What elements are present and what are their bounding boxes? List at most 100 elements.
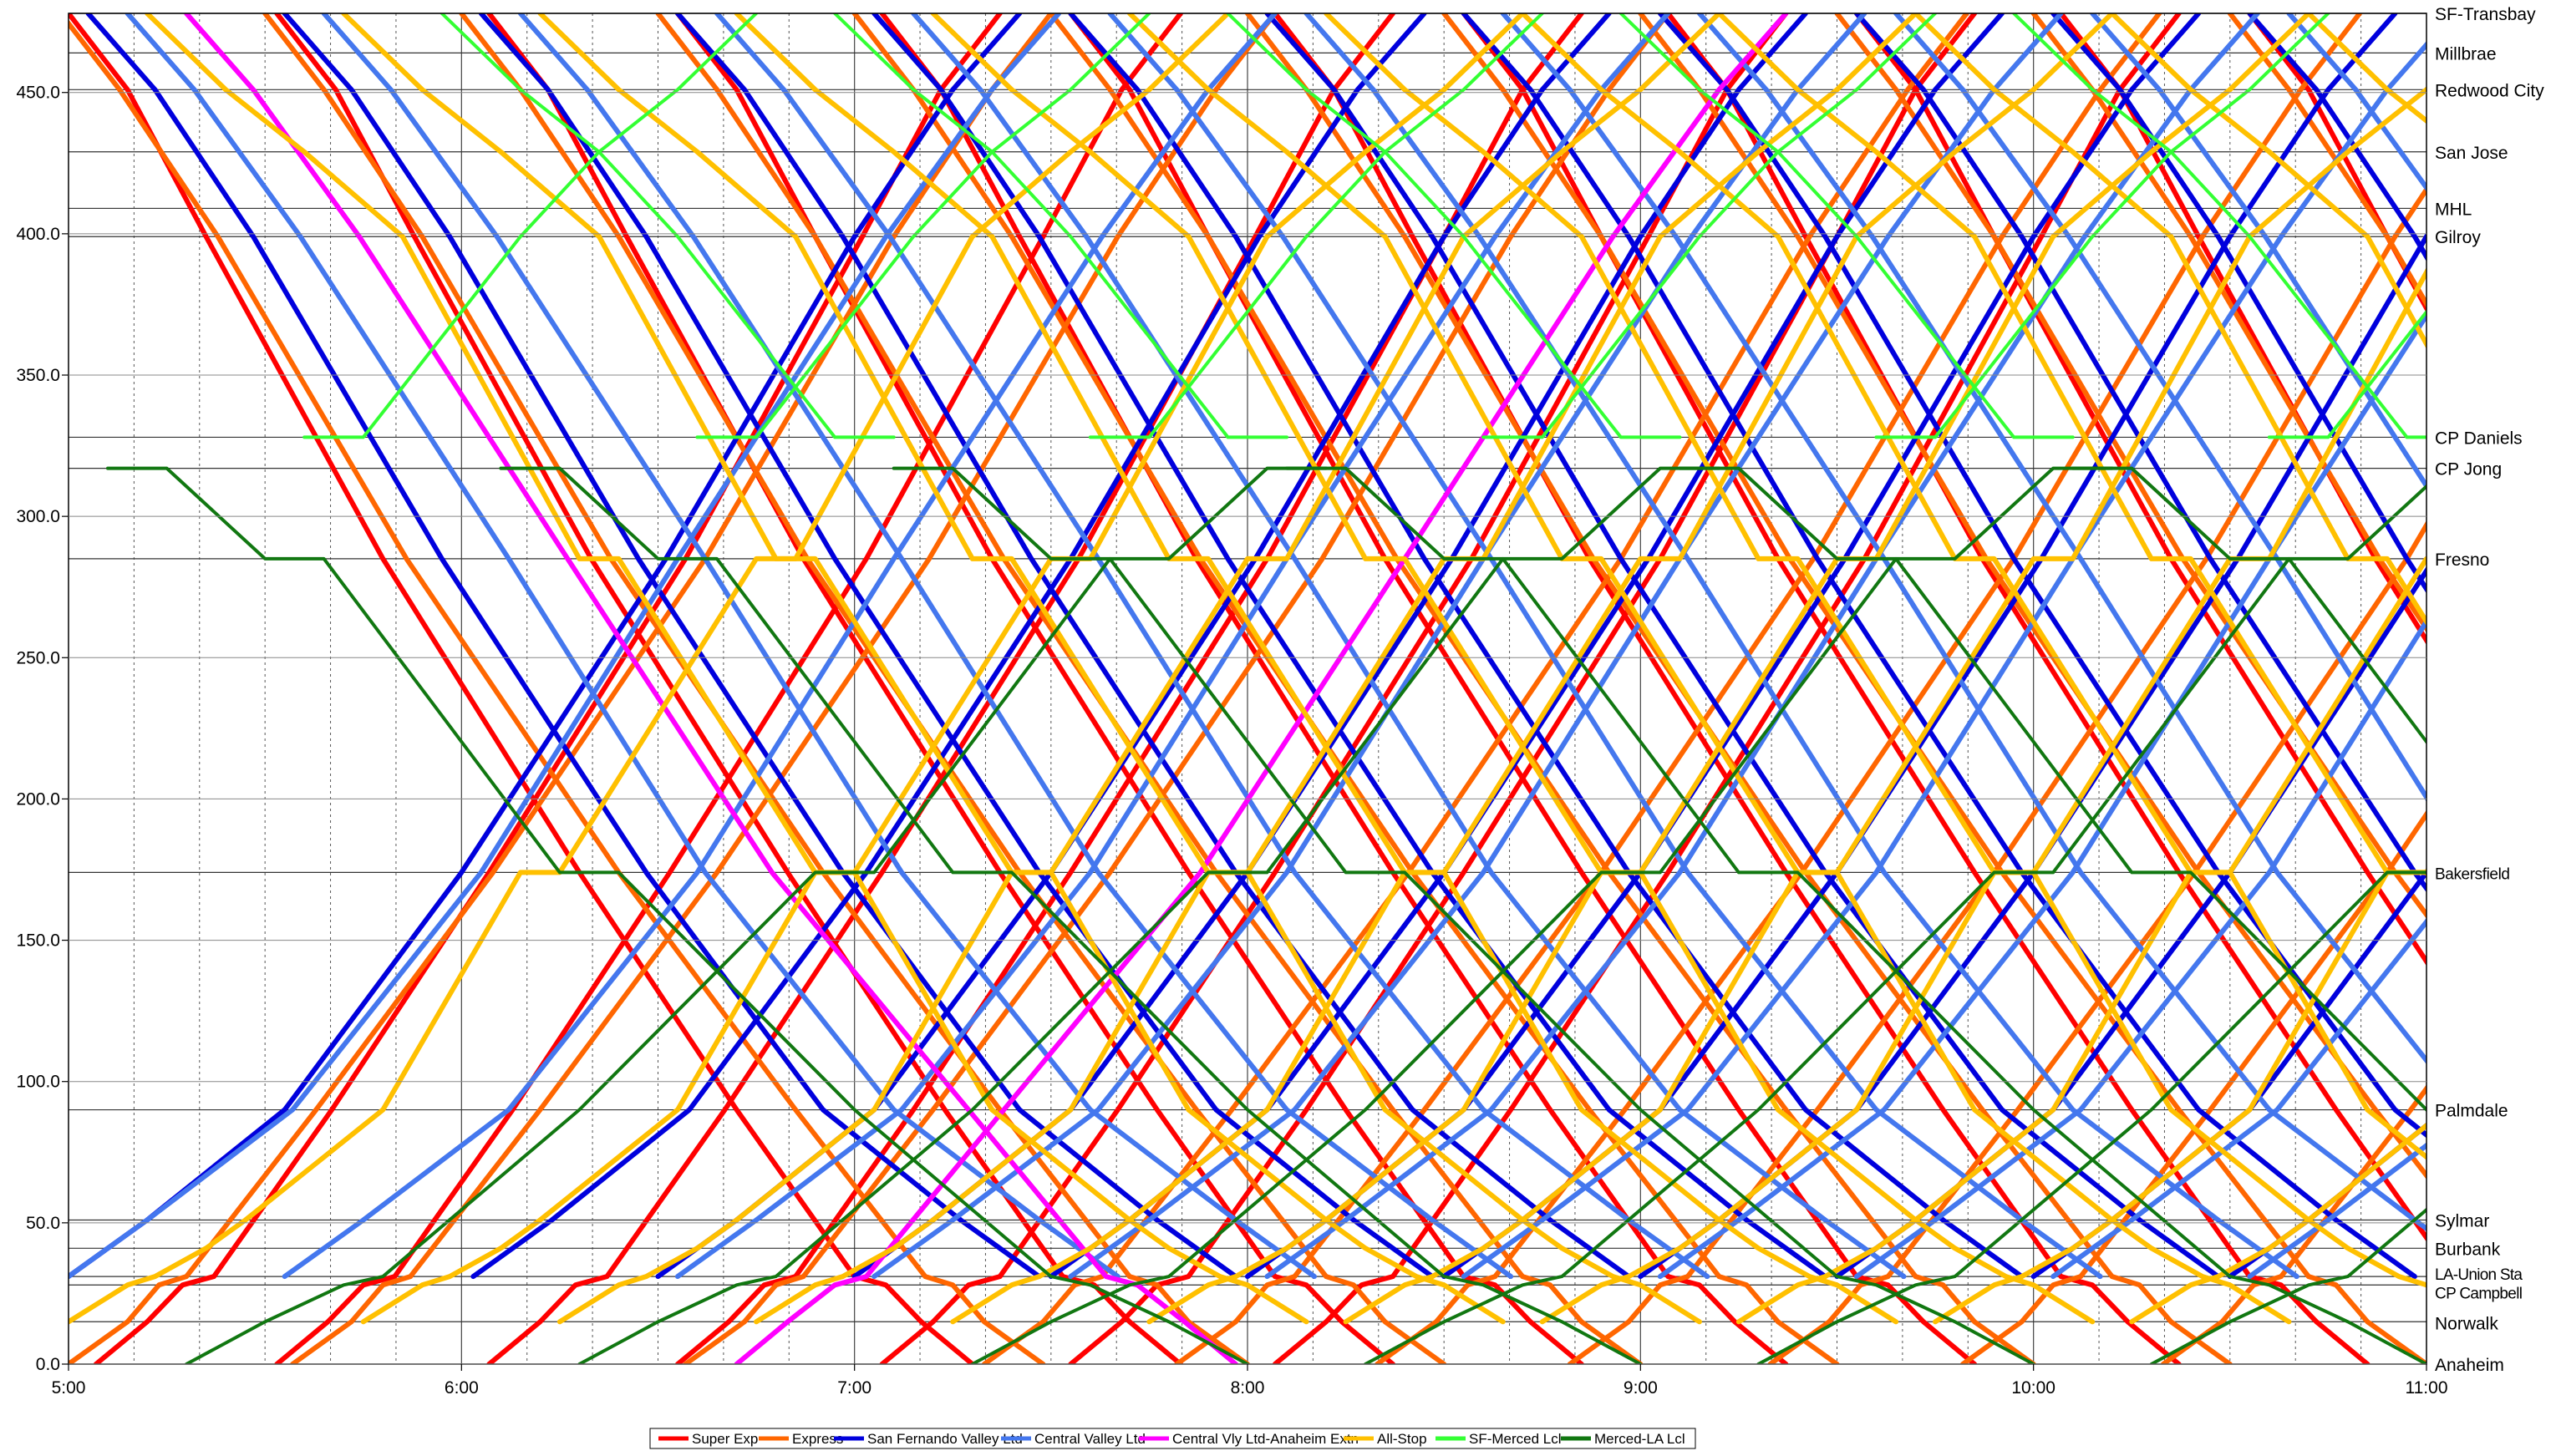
legend-box bbox=[649, 1428, 1696, 1449]
train-path bbox=[1107, 13, 2103, 1280]
train-path bbox=[1696, 13, 2426, 1065]
train-path bbox=[321, 13, 1317, 1280]
series-layer bbox=[69, 13, 2426, 1364]
train-path bbox=[106, 466, 1249, 1364]
train-path bbox=[1854, 616, 2426, 1280]
train-path bbox=[2247, 1142, 2426, 1280]
station-label: San Jose bbox=[2435, 144, 2508, 163]
station-label: Fresno bbox=[2435, 550, 2489, 570]
train-path bbox=[517, 13, 1514, 1280]
train-path bbox=[2149, 1207, 2426, 1364]
x-tick-label: 9:00 bbox=[1624, 1378, 1658, 1398]
legend-label: San Fernando Valley Ltd bbox=[867, 1431, 1023, 1447]
train-path bbox=[911, 13, 1907, 1280]
train-path bbox=[290, 13, 1278, 1364]
train-path bbox=[341, 13, 1506, 1325]
train-path bbox=[1913, 13, 2426, 627]
train-path bbox=[1126, 13, 2292, 1325]
station-label: Norwalk bbox=[2435, 1314, 2498, 1333]
train-path bbox=[675, 13, 1584, 1364]
train-path bbox=[2012, 13, 2426, 439]
y-tick-label: 400.0 bbox=[16, 225, 60, 244]
station-label: Gilroy bbox=[2435, 228, 2481, 247]
train-path bbox=[1364, 484, 2426, 1364]
train-path bbox=[1756, 870, 2426, 1364]
train-path bbox=[1874, 13, 2330, 439]
train-path bbox=[734, 13, 1789, 1364]
y-tick-label: 300.0 bbox=[16, 507, 60, 526]
train-path bbox=[1088, 13, 1544, 439]
train-path bbox=[695, 13, 1151, 439]
train-path bbox=[459, 13, 1447, 1364]
train-path bbox=[1285, 466, 2426, 1364]
station-label: Bakersfield bbox=[2435, 865, 2510, 883]
train-path bbox=[499, 466, 1643, 1364]
legend-label: Central Valley Ltd bbox=[1034, 1431, 1146, 1447]
station-label: Burbank bbox=[2435, 1240, 2501, 1259]
train-path bbox=[124, 13, 1120, 1280]
train-path bbox=[714, 13, 1710, 1280]
train-path bbox=[892, 466, 2035, 1364]
train-path bbox=[302, 13, 759, 439]
legend-label: Merced-LA Lcl bbox=[1594, 1431, 1685, 1447]
train-path bbox=[981, 13, 1969, 1364]
train-path bbox=[2267, 309, 2426, 439]
train-path bbox=[262, 13, 1250, 1364]
station-label: Palmdale bbox=[2435, 1102, 2508, 1121]
station-label: Redwood City bbox=[2435, 81, 2544, 100]
x-tick-label: 11:00 bbox=[2406, 1378, 2448, 1398]
train-path bbox=[2109, 13, 2426, 350]
train-path bbox=[851, 13, 1840, 1364]
x-tick-label: 8:00 bbox=[1231, 1378, 1265, 1398]
x-tick-label: 7:00 bbox=[837, 1378, 871, 1398]
train-path bbox=[1226, 13, 1682, 439]
train-path bbox=[1854, 13, 2426, 966]
x-tick-label: 10:00 bbox=[2011, 1378, 2055, 1398]
train-path bbox=[1068, 13, 2064, 1280]
train-path bbox=[1500, 13, 2426, 1232]
y-tick-label: 50.0 bbox=[26, 1214, 60, 1233]
train-path bbox=[85, 13, 1042, 1280]
train-path bbox=[1303, 13, 2299, 1280]
y-tick-label: 350.0 bbox=[16, 366, 60, 385]
train-path bbox=[833, 13, 1288, 439]
legend-label: Express bbox=[792, 1431, 843, 1447]
train-path bbox=[1481, 13, 1938, 439]
x-tick-label: 6:00 bbox=[445, 1378, 479, 1398]
legend-label: All-Stop bbox=[1377, 1431, 1427, 1447]
train-path bbox=[683, 13, 1671, 1364]
y-tick-label: 0.0 bbox=[36, 1355, 60, 1374]
train-path bbox=[69, 13, 1054, 1364]
station-label: SF-Transbay bbox=[2435, 5, 2536, 24]
train-path bbox=[185, 466, 1329, 1364]
train-path bbox=[970, 466, 2114, 1364]
station-label: CP Daniels bbox=[2435, 429, 2523, 448]
train-path bbox=[69, 13, 1231, 1325]
train-path bbox=[440, 13, 896, 439]
train-path bbox=[274, 13, 1183, 1364]
train-path bbox=[1678, 466, 2426, 1113]
station-label: LA-Union Sta bbox=[2435, 1266, 2523, 1284]
train-path bbox=[655, 13, 1644, 1364]
legend-label: Central Vly Ltd-Anaheim Extn bbox=[1172, 1431, 1359, 1447]
station-label: MHL bbox=[2435, 200, 2472, 219]
legend-label: Super Exp bbox=[692, 1431, 758, 1447]
train-path bbox=[1893, 13, 2426, 802]
station-label: Sylmar bbox=[2435, 1211, 2489, 1230]
train-path bbox=[2090, 13, 2426, 491]
train-path bbox=[2050, 917, 2426, 1280]
station-labels: SF-Transbay Millbrae Redwood City San Jose M… bbox=[2435, 5, 2544, 1375]
train-path bbox=[1618, 13, 2075, 439]
station-label: CP Campbell bbox=[2435, 1285, 2523, 1302]
series-central-vly-ltd-anaheim-extn bbox=[184, 13, 1789, 1364]
train-path bbox=[282, 13, 1278, 1280]
train-path bbox=[734, 13, 1899, 1325]
station-label: Anaheim bbox=[2435, 1356, 2504, 1375]
train-path bbox=[1375, 13, 2362, 1364]
train-path bbox=[69, 19, 1046, 1364]
train-path bbox=[2286, 13, 2426, 192]
series-sf-merced-lcl bbox=[302, 13, 2426, 439]
train-path bbox=[69, 13, 1062, 1280]
y-tick-label: 150.0 bbox=[16, 931, 60, 951]
